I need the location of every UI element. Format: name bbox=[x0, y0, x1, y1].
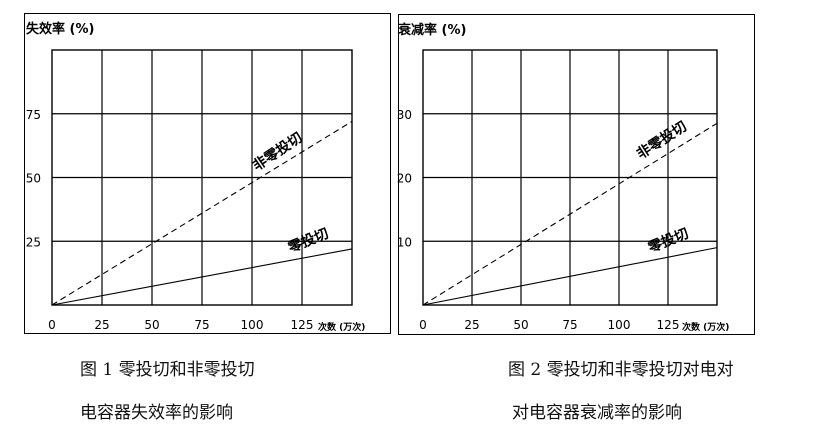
series-label: 零投切 bbox=[285, 225, 331, 257]
x-tick-label: 25 bbox=[94, 318, 109, 332]
y-tick-label: 30 bbox=[397, 108, 412, 122]
x-tick-label: 125 bbox=[657, 318, 680, 332]
x-tick-label: 50 bbox=[144, 318, 159, 332]
y-tick-label: 10 bbox=[397, 235, 412, 249]
series-line-zero-switching bbox=[51, 248, 353, 306]
figure2-caption-line1: 图 2 零投切和非零投切对电对 bbox=[508, 360, 734, 380]
x-axis-label: 次数 (万次) bbox=[682, 321, 729, 333]
series-line-non-zero-switching bbox=[51, 120, 353, 306]
x-tick-label: 0 bbox=[419, 318, 427, 332]
x-axis-label: 次数 (万次) bbox=[318, 321, 365, 333]
y-axis-label: 失效率 (%) bbox=[26, 21, 94, 37]
y-axis-label: 衰减率 (%) bbox=[397, 22, 466, 38]
figure1-caption-line2: 电容器失效率的影响 bbox=[80, 403, 233, 423]
x-tick-label: 100 bbox=[608, 318, 631, 332]
series-line-zero-switching bbox=[422, 247, 718, 306]
x-tick-label: 25 bbox=[464, 318, 479, 332]
figure1-caption-line1: 图 1 零投切和非零投切 bbox=[80, 360, 255, 380]
x-tick-label: 75 bbox=[194, 318, 209, 332]
x-tick-label: 50 bbox=[513, 318, 528, 332]
y-tick-label: 20 bbox=[397, 172, 412, 186]
series-label: 非零投切 bbox=[634, 118, 690, 163]
y-tick-label: 25 bbox=[26, 235, 41, 249]
series-line-non-zero-switching bbox=[422, 122, 718, 306]
chart-panel-decay-rate: 0 25 50 75 100 125 10 20 30 衰减率 (%) 次数 (万次) 非零投切 零投切 bbox=[396, 0, 814, 340]
x-tick-label: 75 bbox=[562, 318, 577, 332]
figure2-caption-line2: 对电容器衰减率的影响 bbox=[512, 403, 682, 423]
x-tick-label: 0 bbox=[48, 318, 56, 332]
chart-frame bbox=[24, 13, 391, 334]
chart-panel-failure-rate: 0 25 50 75 100 125 25 50 75 失效率 (%) 次数 (万次) 非零投切 零投切 bbox=[0, 0, 396, 340]
chart-frame bbox=[398, 14, 755, 335]
x-tick-label: 100 bbox=[241, 318, 264, 332]
y-tick-label: 50 bbox=[26, 172, 41, 186]
y-tick-label: 75 bbox=[26, 108, 41, 122]
x-tick-label: 125 bbox=[291, 318, 314, 332]
